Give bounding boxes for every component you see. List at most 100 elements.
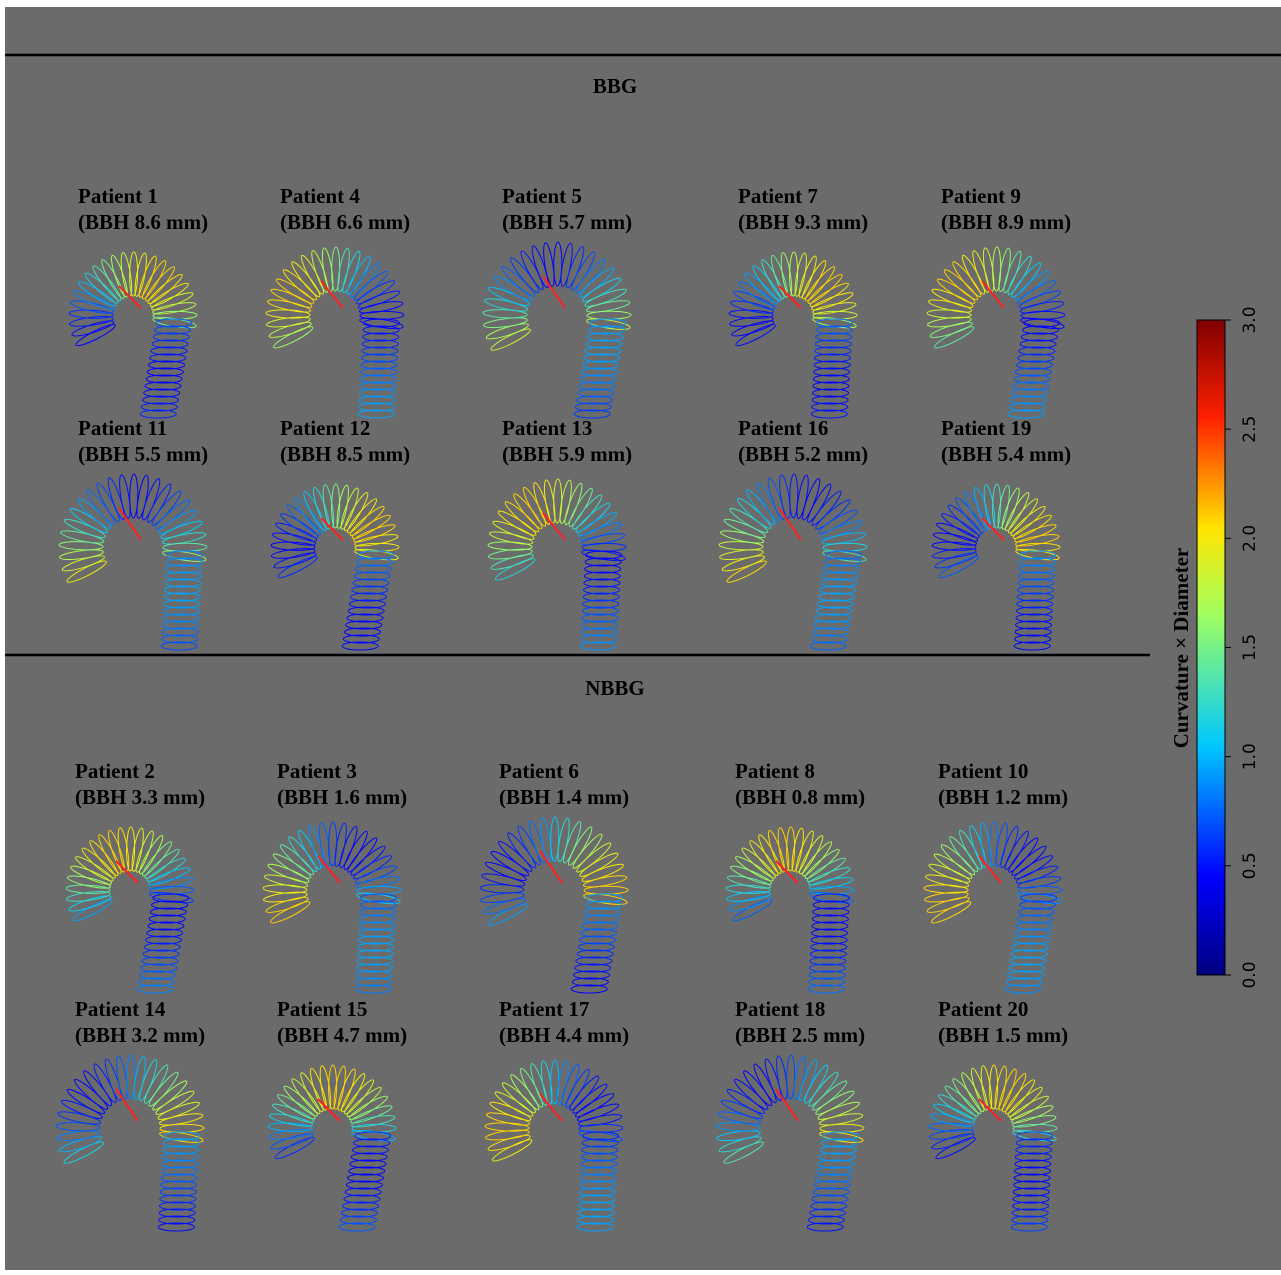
- cross-section: [813, 620, 851, 630]
- cross-section: [1017, 571, 1055, 581]
- cross-section: [583, 578, 621, 588]
- cross-section: [582, 592, 620, 602]
- cross-section: [576, 949, 614, 959]
- cross-section: [720, 530, 765, 544]
- cross-section: [157, 1101, 200, 1120]
- cross-section: [1010, 395, 1048, 405]
- arrow: [542, 512, 566, 541]
- cross-section: [557, 817, 570, 863]
- aorta: [58, 473, 208, 651]
- cross-section: [994, 1065, 1007, 1110]
- cross-section: [119, 474, 131, 519]
- cross-section: [56, 1130, 101, 1142]
- patient-bbh: (BBH 0.8 mm): [735, 785, 865, 809]
- cross-section: [574, 402, 612, 412]
- cross-section: [161, 1166, 199, 1176]
- aorta: [482, 241, 632, 419]
- cross-section: [152, 893, 190, 903]
- cross-section: [344, 1187, 382, 1197]
- cross-section: [107, 829, 125, 873]
- cross-section: [517, 825, 541, 866]
- cross-section: [1015, 613, 1053, 623]
- aorta: [265, 246, 405, 419]
- cross-section: [817, 1159, 855, 1169]
- cross-section: [578, 381, 616, 391]
- cross-section: [584, 288, 627, 307]
- cross-section: [354, 534, 399, 547]
- cross-section: [160, 641, 198, 651]
- arrow: [317, 855, 341, 884]
- cross-section: [160, 520, 203, 539]
- patient-bbh: (BBH 4.4 mm): [499, 1023, 629, 1047]
- patient-name: Patient 19: [941, 416, 1031, 440]
- cross-section: [78, 281, 117, 307]
- cross-section: [583, 893, 628, 905]
- cross-section: [348, 1095, 388, 1120]
- cross-section: [1009, 956, 1047, 966]
- cross-section: [163, 592, 201, 602]
- cross-section: [351, 1115, 396, 1128]
- cross-section: [756, 482, 780, 523]
- cross-section: [490, 850, 530, 877]
- cross-section: [811, 395, 849, 405]
- cross-section: [824, 557, 862, 567]
- cross-section: [715, 1122, 761, 1132]
- cross-section: [812, 1187, 850, 1197]
- cross-section: [357, 409, 395, 419]
- cross-section: [814, 613, 852, 623]
- cross-section: [354, 984, 392, 994]
- cross-section: [347, 498, 378, 534]
- cross-section: [348, 599, 386, 609]
- cross-section: [1014, 928, 1052, 938]
- patient-name: Patient 11: [78, 416, 167, 440]
- cross-section: [1018, 346, 1056, 356]
- cross-section: [814, 353, 852, 363]
- cross-section: [147, 273, 183, 304]
- cross-section: [819, 1131, 864, 1143]
- cross-section: [578, 1201, 616, 1211]
- group-title: NBBG: [585, 676, 645, 700]
- cross-section: [1017, 578, 1055, 588]
- cross-section: [143, 942, 181, 952]
- patient-bbh: (BBH 3.2 mm): [75, 1023, 205, 1047]
- cross-section: [136, 984, 174, 994]
- cross-section: [582, 599, 620, 609]
- cross-section: [347, 606, 385, 616]
- patient-name: Patient 9: [941, 184, 1021, 208]
- cross-section: [578, 1194, 616, 1204]
- aorta: [923, 821, 1063, 994]
- cross-section: [577, 942, 615, 952]
- cross-section: [148, 1071, 179, 1107]
- cross-section: [267, 1122, 313, 1132]
- cross-section: [1010, 949, 1048, 959]
- cross-section: [126, 1054, 136, 1100]
- cross-section: [166, 550, 204, 560]
- cross-section: [822, 564, 860, 574]
- cross-section: [955, 497, 985, 534]
- cross-section: [165, 557, 203, 567]
- cross-section: [553, 241, 563, 287]
- cross-section: [1011, 942, 1049, 952]
- cross-section: [814, 339, 852, 349]
- cross-section: [507, 832, 537, 869]
- cross-section: [577, 1215, 615, 1225]
- cross-section: [482, 309, 528, 319]
- cross-section: [164, 578, 202, 588]
- cross-section: [812, 907, 850, 917]
- cross-section: [570, 984, 608, 994]
- cross-section: [356, 963, 394, 973]
- cross-section: [1017, 353, 1055, 363]
- cross-section: [81, 847, 116, 879]
- cross-section: [1004, 984, 1042, 994]
- cross-section: [813, 893, 851, 903]
- patient-bbh: (BBH 2.5 mm): [735, 1023, 865, 1047]
- cross-section: [718, 1136, 762, 1153]
- cross-section: [275, 522, 318, 542]
- cross-section: [66, 891, 111, 902]
- cross-section: [577, 388, 615, 398]
- aorta: [487, 478, 627, 651]
- arrow: [539, 1093, 563, 1122]
- cross-section: [728, 309, 774, 319]
- cross-section: [586, 318, 631, 330]
- cross-section: [813, 367, 851, 377]
